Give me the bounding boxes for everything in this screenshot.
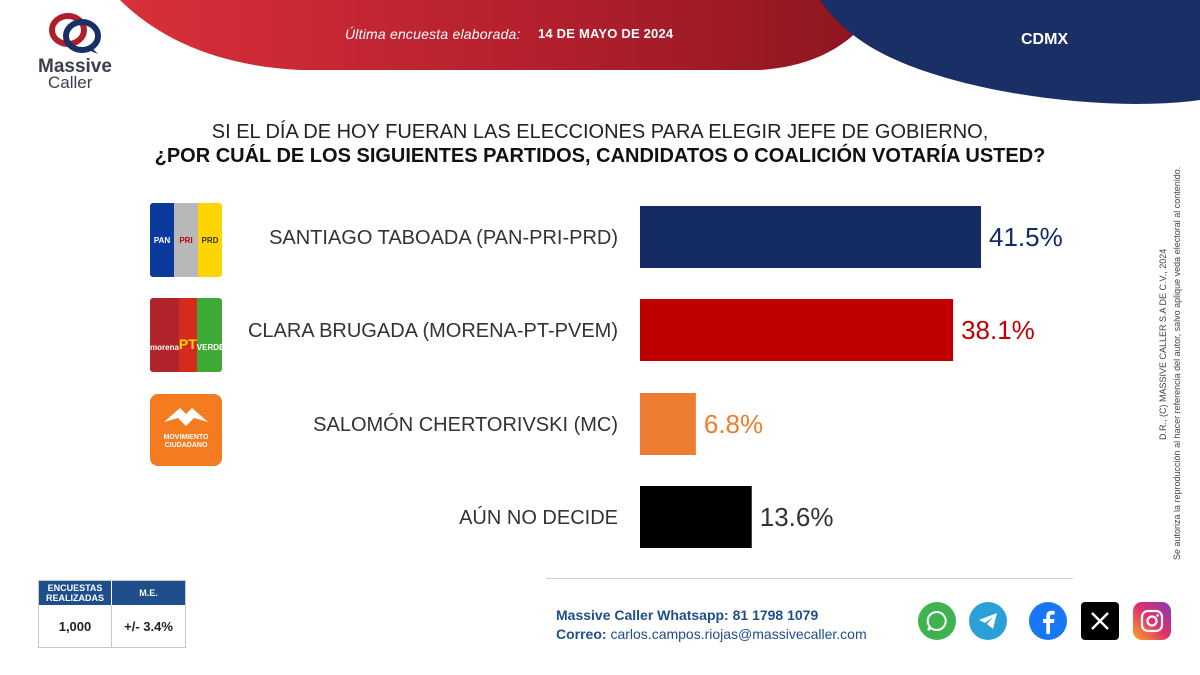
bar-3 bbox=[640, 486, 752, 548]
margin-error-header: M.E. bbox=[112, 581, 185, 605]
brand-name-line1: Massive bbox=[38, 56, 112, 77]
whatsapp-contact: Massive Caller Whatsapp: 81 1798 1079 bbox=[556, 607, 819, 623]
survey-date: 14 DE MAYO DE 2024 bbox=[538, 26, 674, 41]
verde-logo: VERDE bbox=[196, 298, 222, 372]
category-label-3: AÚN NO DECIDE bbox=[459, 506, 618, 529]
category-label-2: SALOMÓN CHERTORIVSKI (MC) bbox=[313, 413, 618, 436]
question-line-2: ¿POR CUÁL DE LOS SIGUIENTES PARTIDOS, CA… bbox=[154, 145, 1046, 167]
margin-error-value: +/- 3.4% bbox=[124, 618, 173, 634]
value-label-3: 13.6% bbox=[760, 502, 834, 532]
x-icon[interactable] bbox=[1081, 602, 1119, 640]
telegram-icon[interactable] bbox=[969, 602, 1007, 640]
footer-divider bbox=[546, 578, 1073, 579]
pt-logo: PT bbox=[178, 298, 197, 372]
movimiento-ciudadano-logo: MOVIMIENTO CIUDADANO bbox=[150, 394, 222, 466]
email-label: Correo: bbox=[556, 626, 607, 642]
value-label-1: 38.1% bbox=[961, 315, 1035, 345]
pan-pri-prd-logo: PAN PRI PRD bbox=[150, 203, 222, 277]
value-label-2: 6.8% bbox=[704, 409, 763, 439]
legal-line-1: D.R., (C) MASSIVE CALLER S.A DE C.V., 20… bbox=[1158, 249, 1168, 440]
category-label-1: CLARA BRUGADA (MORENA-PT-PVEM) bbox=[248, 320, 618, 342]
survey-stats-table: ENCUESTAS REALIZADAS M.E. 1,000 +/- 3.4% bbox=[38, 580, 186, 648]
bar-2 bbox=[640, 393, 696, 455]
brand-name-line2: Caller bbox=[48, 73, 93, 92]
survey-date-label: Última encuesta elaborada: bbox=[345, 26, 521, 42]
header-bands bbox=[120, 0, 1200, 104]
eagle-icon bbox=[164, 408, 208, 426]
surveys-header: ENCUESTAS REALIZADAS bbox=[39, 581, 111, 605]
morena-logo: morena bbox=[150, 298, 179, 372]
mc-logo-line1: MOVIMIENTO bbox=[163, 434, 209, 441]
category-label-0: SANTIAGO TABOADA (PAN-PRI-PRD) bbox=[269, 227, 618, 249]
bar-0 bbox=[640, 206, 981, 268]
massive-caller-logo: Massive Caller bbox=[30, 12, 120, 92]
legal-line-2: Se autoriza la reproducción al hacer ref… bbox=[1172, 167, 1182, 560]
facebook-icon[interactable] bbox=[1029, 602, 1067, 640]
question-line-1: SI EL DÍA DE HOY FUERAN LAS ELECCIONES P… bbox=[211, 121, 989, 143]
instagram-icon[interactable] bbox=[1133, 602, 1171, 640]
region-label: CDMX bbox=[1021, 31, 1069, 48]
morena-pt-pvem-logo: morena PT VERDE bbox=[150, 298, 222, 372]
surveys-value: 1,000 bbox=[39, 605, 112, 647]
pri-logo: PRI bbox=[174, 203, 198, 277]
speech-bubbles-icon bbox=[49, 13, 101, 54]
prd-logo: PRD bbox=[198, 203, 222, 277]
mc-logo-line2: CIUDADANO bbox=[164, 442, 208, 449]
bar-1 bbox=[640, 299, 954, 361]
email-address[interactable]: carlos.campos.riojas@massivecaller.com bbox=[610, 626, 867, 642]
email-contact: Correo: carlos.campos.riojas@massivecall… bbox=[556, 626, 867, 642]
vote-intention-chart: SANTIAGO TABOADA (PAN-PRI-PRD) 41.5% CLARA… bbox=[248, 206, 1063, 548]
legal-notice: D.R., (C) MASSIVE CALLER S.A DE C.V., 20… bbox=[1158, 167, 1182, 560]
whatsapp-icon[interactable] bbox=[918, 602, 956, 640]
pan-logo: PAN bbox=[150, 203, 174, 277]
value-label-0: 41.5% bbox=[989, 222, 1063, 252]
